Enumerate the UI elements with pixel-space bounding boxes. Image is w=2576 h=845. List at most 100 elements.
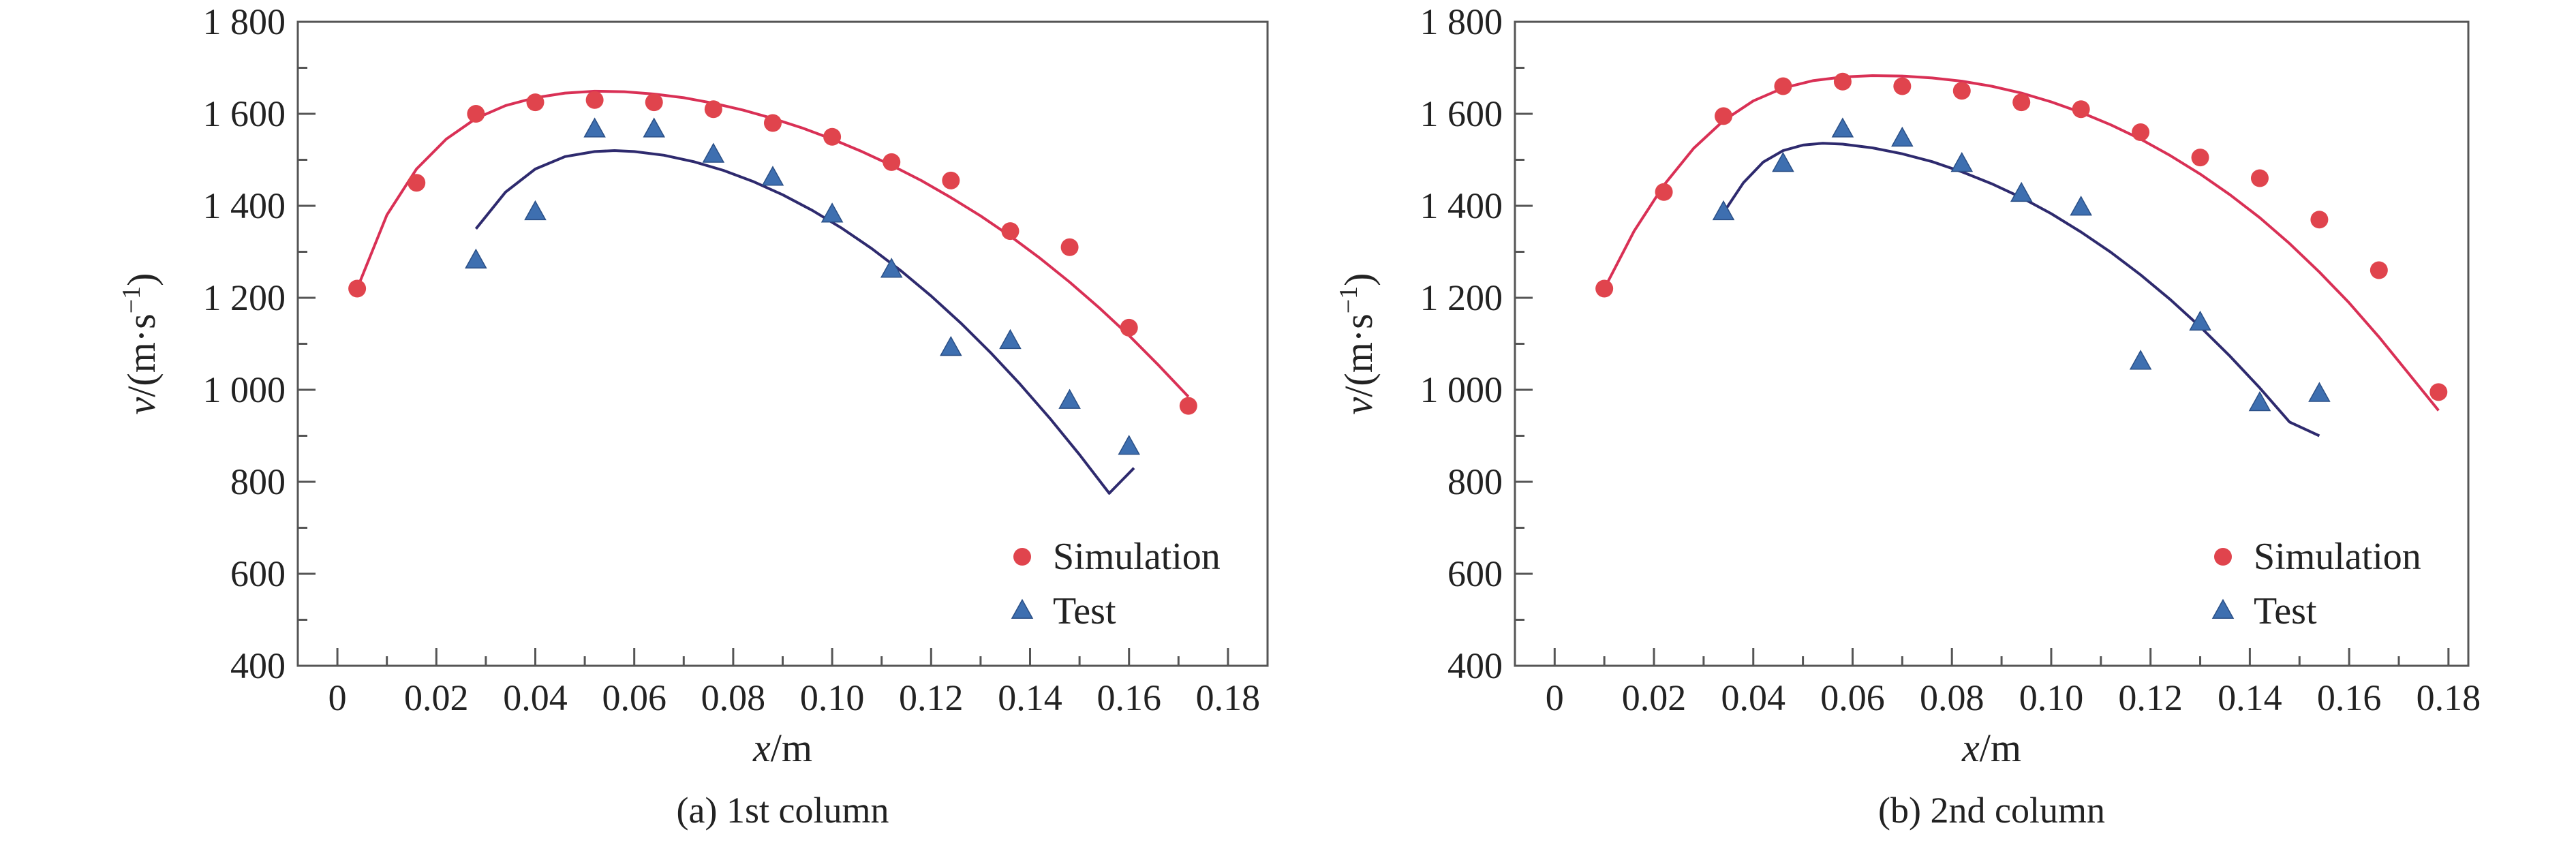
test-point <box>821 202 844 223</box>
test-point <box>1118 435 1140 455</box>
legend-simulation-marker <box>2214 548 2232 566</box>
simulation-point <box>763 114 782 132</box>
y-tick-label: 1 600 <box>1420 93 1503 134</box>
y-tick-label: 1 400 <box>203 185 286 226</box>
panel-caption: (b) 2nd column <box>1878 790 2105 831</box>
legend-test-marker <box>1011 598 1034 619</box>
test-point <box>702 142 725 163</box>
test-point <box>2129 350 2152 370</box>
chart-panel-a: 0 0.02 0.04 0.06 0.08 0.10 0.12 0.14 0.16 0.18 40… <box>117 1 1269 831</box>
simulation-point <box>2429 383 2448 401</box>
x-tick-label: 0 <box>328 677 347 718</box>
simulation-point <box>1179 397 1197 415</box>
test-point <box>2248 390 2271 412</box>
y-tick-label: 800 <box>1447 461 1503 502</box>
simulation-point <box>1595 279 1614 298</box>
simulation-point <box>1060 238 1079 256</box>
x-tick-label: 0.06 <box>602 677 666 718</box>
x-tick-label: 0.06 <box>1820 677 1885 718</box>
simulation-point <box>2370 261 2388 279</box>
test-point <box>1772 151 1794 172</box>
simulation-point <box>942 171 960 189</box>
x-tick-label: 0.02 <box>1622 677 1687 718</box>
chart-panel-b: 0 0.02 0.04 0.06 0.08 0.10 0.12 0.14 0.16 0.18 40… <box>1334 1 2481 831</box>
x-tick-label: 0.18 <box>2417 677 2481 718</box>
legend: Simulation Test <box>2211 536 2421 632</box>
y-axis-unit: /(m·s <box>1336 313 1381 397</box>
x-tick-label: 0.04 <box>1721 677 1786 718</box>
y-tick-label: 1 400 <box>1420 185 1503 226</box>
test-point <box>999 328 1022 350</box>
x-tick-labels: 0 0.02 0.04 0.06 0.08 0.10 0.12 0.14 0.16 0.18 <box>1546 677 2481 718</box>
y-tick-label: 1 200 <box>1420 277 1503 318</box>
x-tick-labels: 0 0.02 0.04 0.06 0.08 0.10 0.12 0.14 0.16 0.18 <box>328 677 1261 718</box>
test-point <box>1712 200 1735 221</box>
simulation-point <box>585 91 604 109</box>
y-tick-label: 400 <box>230 645 286 686</box>
simulation-point <box>2310 211 2329 229</box>
y-tick-label: 1 600 <box>203 93 286 134</box>
test-point <box>761 166 784 186</box>
test-point <box>465 248 487 269</box>
x-axis-label: x/m <box>1961 726 2021 770</box>
y-axis-label: v/(m·s−1) <box>1334 273 1381 415</box>
y-tick-label: 1 200 <box>203 277 286 318</box>
simulation-point <box>704 100 722 119</box>
axis-ticks <box>1515 20 2450 667</box>
y-axis-var: v <box>119 397 164 414</box>
test-point <box>1058 388 1081 409</box>
test-point <box>940 335 962 356</box>
y-tick-label: 600 <box>1447 553 1503 594</box>
simulation-point <box>2132 123 2150 141</box>
test-point <box>1831 117 1854 138</box>
legend-simulation-label: Simulation <box>2254 536 2421 578</box>
x-tick-label: 0.14 <box>2218 677 2282 718</box>
legend-simulation-marker <box>1013 548 1031 566</box>
simulation-point <box>1001 222 1019 241</box>
legend-test-label: Test <box>2254 590 2317 632</box>
axis-ticks <box>298 20 1229 667</box>
x-tick-label: 0.02 <box>404 677 469 718</box>
test-fit-line <box>474 149 1135 495</box>
y-axis-var: v <box>1336 397 1381 414</box>
y-tick-label: 1 000 <box>1420 369 1503 410</box>
simulation-fit-line <box>1603 74 2440 412</box>
x-tick-label: 0.18 <box>1196 677 1261 718</box>
fit-lines <box>1603 74 2440 437</box>
y-tick-label: 1 800 <box>1420 1 1503 42</box>
x-tick-label: 0.14 <box>998 677 1062 718</box>
y-axis-exponent: −1 <box>117 286 146 313</box>
simulation-point <box>1120 318 1138 337</box>
simulation-point <box>1655 183 1673 201</box>
test-point <box>2308 382 2331 402</box>
test-point <box>2070 196 2092 216</box>
x-axis-var: x <box>1961 726 1980 770</box>
y-tick-label: 600 <box>230 553 286 594</box>
x-tick-label: 0.08 <box>1920 677 1984 718</box>
test-point <box>643 117 666 138</box>
simulation-point <box>1952 82 1971 100</box>
x-axis-label: x/m <box>752 726 812 770</box>
data-markers <box>1595 72 2448 412</box>
simulation-point <box>526 93 545 112</box>
x-tick-label: 0.08 <box>701 677 766 718</box>
test-fit-line <box>1722 142 2320 437</box>
x-tick-label: 0.10 <box>800 677 865 718</box>
simulation-point <box>1715 107 1733 125</box>
simulation-point <box>348 279 367 298</box>
x-tick-label: 0 <box>1546 677 1564 718</box>
simulation-point <box>467 105 485 123</box>
y-axis-close: ) <box>1336 273 1381 286</box>
x-tick-label: 0.12 <box>2118 677 2183 718</box>
simulation-point <box>645 93 663 112</box>
x-axis-var: x <box>752 726 771 770</box>
y-tick-label: 400 <box>1447 645 1503 686</box>
test-point <box>524 200 547 221</box>
x-tick-label: 0.16 <box>2317 677 2382 718</box>
y-axis-label: v/(m·s−1) <box>117 273 164 415</box>
legend-simulation-label: Simulation <box>1053 536 1221 578</box>
x-axis-unit: /m <box>1980 726 2021 770</box>
y-tick-labels: 400 600 800 1 000 1 200 1 400 1 600 1 800 <box>1420 1 1503 686</box>
simulation-point <box>1893 77 1912 95</box>
